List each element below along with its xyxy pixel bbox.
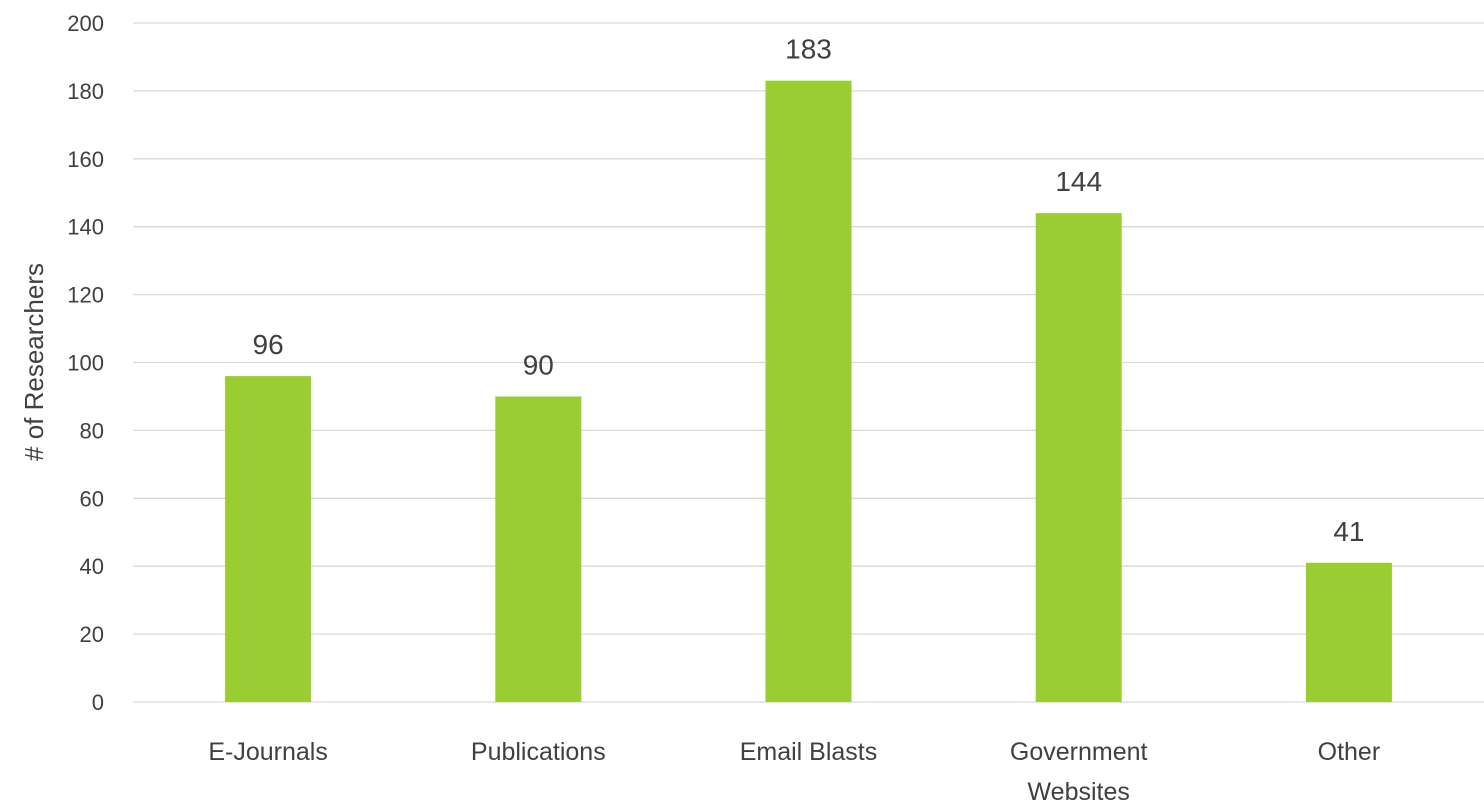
y-tick-label: 140 [67, 215, 104, 240]
bar [1305, 562, 1392, 702]
bar [225, 376, 312, 702]
x-category-label: Government Websites [1010, 738, 1148, 806]
bars [225, 80, 1392, 703]
y-axis-title: # of Researchers [19, 263, 49, 461]
data-labels: 96 90 183 144 41 [253, 34, 1365, 547]
data-label: 183 [785, 34, 832, 65]
data-label: 96 [253, 329, 284, 360]
x-category-label: Other [1318, 738, 1381, 766]
x-category-label: Publications [471, 738, 606, 766]
bar [495, 396, 582, 702]
y-tick-label: 100 [67, 351, 104, 376]
y-tick-label: 120 [67, 283, 104, 308]
y-tick-label: 200 [67, 11, 104, 36]
y-tick-label: 160 [67, 147, 104, 172]
bar [765, 80, 852, 703]
x-axis-categories: E-Journals Publications Email Blasts Govern… [208, 738, 1380, 806]
y-tick-label: 0 [92, 690, 104, 715]
y-tick-label: 20 [80, 622, 104, 647]
x-category-label: Email Blasts [740, 738, 878, 766]
y-tick-label: 60 [80, 486, 104, 511]
data-label: 41 [1333, 516, 1364, 547]
bar [1035, 213, 1122, 702]
y-tick-label: 180 [67, 79, 104, 104]
x-category-label: E-Journals [208, 738, 328, 766]
y-tick-label: 40 [80, 554, 104, 579]
y-axis-ticks: 0 20 40 60 80 100 120 140 160 180 200 [67, 11, 104, 715]
data-label: 90 [523, 349, 554, 380]
y-tick-label: 80 [80, 418, 104, 443]
data-label: 144 [1055, 166, 1102, 197]
